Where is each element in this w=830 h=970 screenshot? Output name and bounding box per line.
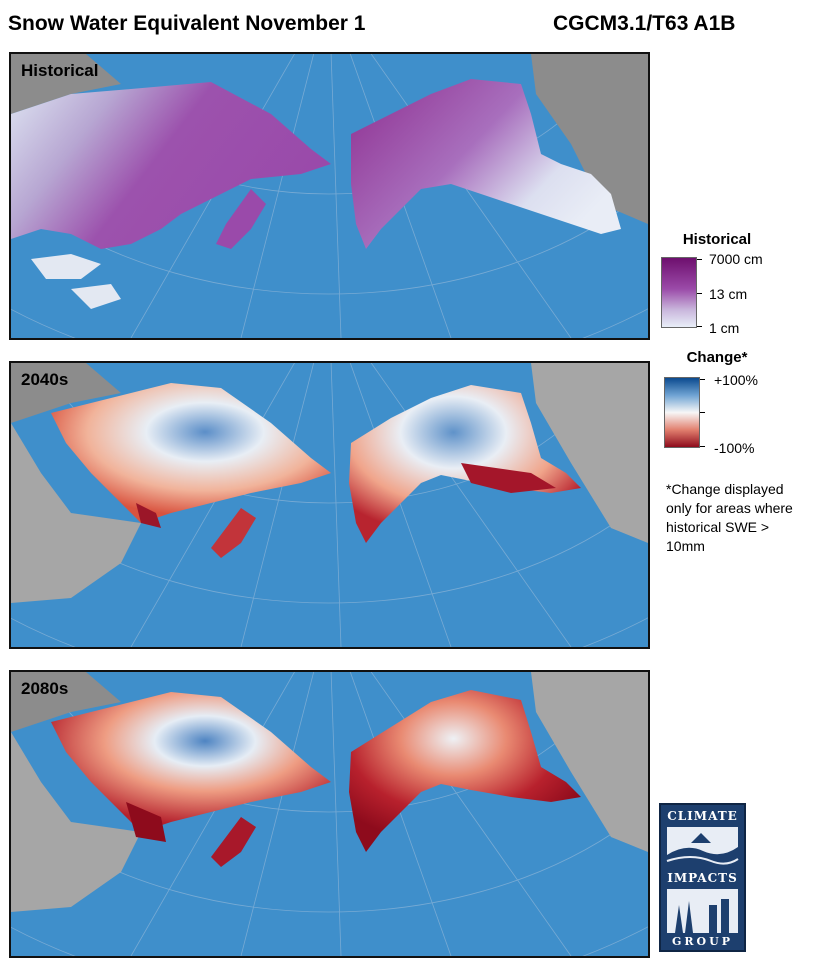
change-map-2080s <box>11 672 648 956</box>
historical-min-label: 1 cm <box>709 320 740 336</box>
tick-mark <box>700 446 705 447</box>
map-panel-2040s: 2040s <box>9 361 650 649</box>
change-max-label: +100% <box>714 372 758 388</box>
climate-impacts-group-logo: CLIMATE IMPACTS GROUP <box>659 803 746 952</box>
historical-legend-title: Historical <box>682 231 752 248</box>
historical-max-label: 7000 cm <box>709 251 763 267</box>
model-title: CGCM3.1/T63 A1B <box>553 12 736 35</box>
historical-colorbar <box>661 257 697 328</box>
historical-mid-label: 13 cm <box>709 286 748 302</box>
tick-mark <box>697 293 702 294</box>
tick-mark <box>700 379 705 380</box>
panel-label-2080s: 2080s <box>21 679 69 698</box>
logo-landscape-icon <box>666 827 739 933</box>
page-title: Snow Water Equivalent November 1 <box>8 12 366 35</box>
change-colorbar <box>664 377 700 448</box>
panel-label-2040s: 2040s <box>21 370 69 389</box>
change-min-label: -100% <box>714 440 755 456</box>
tick-mark <box>700 412 705 413</box>
logo-word-climate: CLIMATE <box>667 809 738 823</box>
logo-word-group: GROUP <box>672 935 733 948</box>
change-legend-title: Change* <box>686 349 748 366</box>
tick-mark <box>697 259 702 260</box>
map-panel-2080s: 2080s <box>9 670 650 958</box>
change-map-2040s <box>11 363 648 647</box>
tick-mark <box>697 326 702 327</box>
panel-label-historical: Historical <box>21 61 99 80</box>
logo-word-impacts: IMPACTS <box>667 871 738 885</box>
change-footnote: *Change displayed only for areas where h… <box>666 481 793 554</box>
historical-map-panel: Historical <box>9 52 650 340</box>
historical-map <box>11 54 648 338</box>
